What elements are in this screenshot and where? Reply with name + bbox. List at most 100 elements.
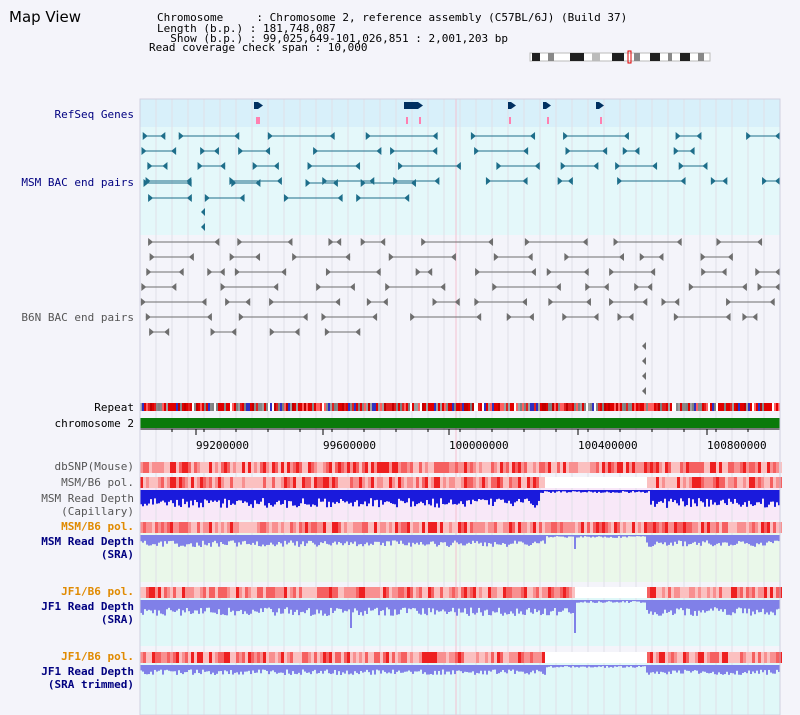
- repeat-bin: [714, 403, 716, 411]
- b6n-bac-end: [725, 313, 731, 321]
- label-msm-depth-sra-2[interactable]: (SRA): [100, 548, 134, 561]
- dbsnp-bin: [158, 462, 161, 473]
- jf1-pol-bin: [176, 587, 179, 598]
- dbsnp-bin: [677, 462, 680, 473]
- msm-sra-depth-bar: [320, 535, 322, 543]
- repeat-bin: [692, 403, 694, 411]
- label-msm-depth-sra-1[interactable]: MSM Read Depth: [41, 535, 134, 548]
- msm-pol2-bin: [404, 522, 407, 533]
- dbsnp-bin: [728, 462, 731, 473]
- jf1-pol-bin: [410, 587, 413, 598]
- msm-pol2-bin: [557, 522, 560, 533]
- jf1-sra-depth-bar: [586, 600, 588, 603]
- jf1-pol2-bin: [467, 652, 470, 663]
- repeat-bin: [330, 403, 332, 411]
- jf1-trim-depth-bar: [662, 665, 664, 673]
- jf1-sra-depth-bar: [646, 600, 648, 610]
- msm-pol2-bin: [209, 522, 212, 533]
- msm-pol2-bin: [365, 522, 368, 533]
- msm-cap-depth-bar: [220, 490, 222, 508]
- label-jf1-pol-2[interactable]: JF1/B6 pol.: [61, 650, 134, 663]
- msm-pol-bin: [356, 477, 359, 488]
- jf1-pol2-bin: [533, 652, 536, 663]
- msm-cap-depth-bar: [188, 490, 190, 508]
- label-msm-pol-2[interactable]: MSM/B6 pol.: [61, 520, 134, 533]
- jf1-pol-bin: [497, 587, 500, 598]
- dbsnp-bin: [197, 462, 200, 473]
- jf1-trim-depth-bar: [770, 665, 772, 673]
- msm-sra-depth-bar: [554, 535, 556, 537]
- jf1-pol2-bin: [554, 652, 557, 663]
- label-b6n-bac[interactable]: B6N BAC end pairs: [21, 311, 134, 324]
- msm-cap-depth-bar: [574, 490, 576, 492]
- msm-pol-bin: [587, 477, 590, 488]
- repeat-bin: [194, 403, 196, 411]
- msm-pol2-bin: [428, 522, 431, 533]
- jf1-pol-bin: [554, 587, 557, 598]
- label-msm-bac[interactable]: MSM BAC end pairs: [21, 176, 134, 189]
- repeat-bin: [174, 403, 176, 411]
- msm-pol2-bin: [143, 522, 146, 533]
- msm-cap-depth-bar: [662, 490, 664, 503]
- msm-pol2-bin: [566, 522, 569, 533]
- msm-bac-end: [197, 162, 203, 170]
- dbsnp-bin: [293, 462, 296, 473]
- msm-pol-bin: [704, 477, 707, 488]
- msm-cap-depth-bar: [758, 490, 760, 503]
- dbsnp-bin: [323, 462, 326, 473]
- msm-sra-depth-bar: [398, 535, 400, 544]
- jf1-sra-depth-bar: [632, 600, 634, 602]
- msm-pol2-bin: [380, 522, 383, 533]
- label-refseq-genes[interactable]: RefSeq Genes: [54, 108, 134, 121]
- msm-pol2-bin: [359, 522, 362, 533]
- jf1-trim-depth-bar: [300, 665, 302, 675]
- repeat-bin: [548, 403, 550, 411]
- msm-pol-bin: [728, 477, 731, 488]
- jf1-pol2-bin: [506, 652, 509, 663]
- b6n-bac-end: [269, 328, 275, 336]
- jf1-pol2-bin: [248, 652, 251, 663]
- msm-pol2-bin: [662, 522, 665, 533]
- label-dbsnp[interactable]: dbSNP(Mouse): [54, 460, 134, 473]
- label-jf1-depth-sra-1[interactable]: JF1 Read Depth: [41, 600, 134, 613]
- msm-cap-depth-bar: [400, 490, 402, 501]
- label-msm-depth-cap-2[interactable]: (Capillary): [61, 505, 134, 518]
- msm-pol2-bin: [167, 522, 170, 533]
- msm-cap-depth-bar: [682, 490, 684, 502]
- label-jf1-depth-trim-1[interactable]: JF1 Read Depth: [41, 665, 134, 678]
- msm-cap-depth-bar: [312, 490, 314, 505]
- repeat-bin: [272, 403, 274, 411]
- msm-cap-depth-bar: [700, 490, 702, 502]
- jf1-trim-depth-bar: [344, 665, 346, 674]
- repeat-bin: [150, 403, 152, 411]
- msm-sra-depth-bar: [584, 535, 586, 537]
- jf1-pol2-bin: [596, 652, 599, 663]
- jf1-sra-depth-bar: [248, 600, 250, 615]
- b6n-bac-end: [201, 298, 207, 306]
- msm-pol2-bin: [425, 522, 428, 533]
- msm-pol2-bin: [350, 522, 353, 533]
- repeat-bin: [600, 403, 602, 411]
- jf1-pol2-bin: [758, 652, 761, 663]
- label-jf1-depth-trim-2[interactable]: (SRA trimmed): [47, 678, 134, 691]
- label-msm-pol[interactable]: MSM/B6 pol.: [61, 476, 134, 489]
- jf1-pol-bin: [437, 587, 440, 598]
- dbsnp-bin: [224, 462, 227, 473]
- jf1-pol2-bin: [140, 652, 143, 663]
- dbsnp-bin: [770, 462, 773, 473]
- jf1-sra-depth-bar: [774, 600, 776, 616]
- jf1-pol2-bin: [521, 652, 524, 663]
- jf1-trim-depth-bar: [144, 665, 146, 675]
- jf1-pol2-bin: [260, 652, 263, 663]
- jf1-sra-depth-bar: [322, 600, 324, 616]
- label-jf1-pol[interactable]: JF1/B6 pol.: [61, 585, 134, 598]
- msm-sra-depth-bar: [388, 535, 390, 542]
- dbsnp-bin: [398, 462, 401, 473]
- jf1-trim-depth-bar: [694, 665, 696, 671]
- msm-pol-bin: [515, 477, 518, 488]
- jf1-sra-depth-bar: [492, 600, 494, 612]
- jf1-pol2-bin: [494, 652, 497, 663]
- label-jf1-depth-sra-2[interactable]: (SRA): [100, 613, 134, 626]
- label-msm-depth-cap-1[interactable]: MSM Read Depth: [41, 492, 134, 505]
